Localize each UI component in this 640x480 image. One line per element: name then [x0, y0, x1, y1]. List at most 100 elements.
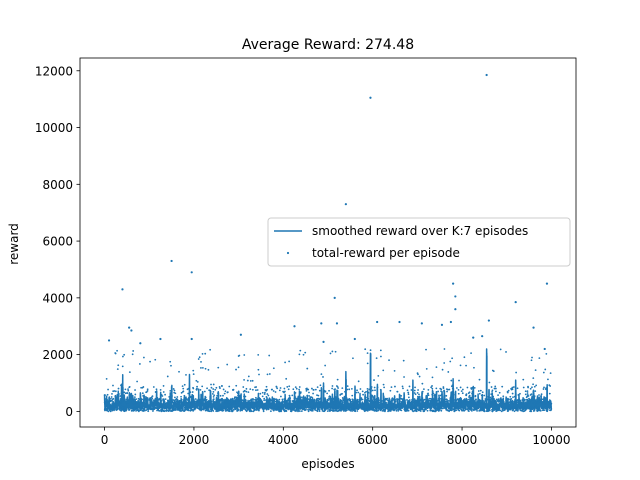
scatter-point	[147, 410, 150, 413]
scatter-point	[308, 394, 310, 397]
scatter-point	[307, 410, 310, 413]
scatter-point	[133, 396, 136, 399]
scatter-point	[138, 363, 141, 365]
scatter-point	[191, 393, 194, 396]
x-tick-label: 10000	[532, 433, 570, 447]
scatter-point	[364, 396, 367, 399]
scatter-point	[299, 391, 302, 394]
scatter-point	[417, 404, 420, 407]
scatter-point	[542, 388, 545, 390]
scatter-point	[257, 368, 260, 371]
scatter-point	[495, 407, 498, 410]
scatter-point	[421, 398, 424, 400]
scatter-point	[312, 406, 315, 409]
scatter-point	[189, 391, 192, 394]
scatter-point	[216, 394, 219, 397]
scatter-point	[255, 386, 258, 388]
scatter-point	[128, 407, 130, 409]
scatter-point	[278, 401, 281, 403]
scatter-point	[320, 399, 322, 401]
scatter-point	[128, 408, 131, 411]
scatter-point	[191, 402, 194, 404]
scatter-point	[530, 405, 533, 408]
scatter-point	[222, 409, 225, 412]
scatter-point	[110, 406, 112, 409]
scatter-point	[335, 402, 338, 405]
scatter-point	[124, 406, 126, 409]
scatter-point	[233, 397, 236, 400]
scatter-point	[458, 400, 461, 403]
scatter-point	[169, 407, 172, 410]
scatter-point	[116, 398, 119, 401]
scatter-point	[547, 378, 549, 381]
scatter-point	[284, 398, 286, 401]
scatter-point	[532, 383, 534, 386]
scatter-point	[237, 366, 240, 369]
scatter-point	[383, 399, 386, 402]
scatter-point	[111, 409, 114, 412]
scatter-point	[351, 394, 354, 397]
scatter-point	[534, 401, 537, 404]
scatter-point	[338, 404, 341, 407]
scatter-point	[261, 395, 264, 398]
scatter-point	[442, 387, 445, 390]
scatter-point	[356, 410, 359, 412]
scatter-point	[524, 393, 527, 396]
scatter-point	[304, 351, 307, 354]
scatter-point	[213, 394, 216, 397]
outlier-point	[128, 326, 131, 329]
scatter-point	[283, 387, 286, 390]
scatter-point	[183, 394, 186, 397]
scatter-point	[485, 407, 488, 409]
scatter-point	[258, 407, 261, 410]
scatter-point	[439, 407, 442, 409]
scatter-point	[272, 409, 275, 412]
scatter-point	[416, 397, 419, 400]
scatter-point	[195, 379, 198, 382]
scatter-point	[417, 399, 420, 402]
scatter-point	[350, 404, 353, 407]
scatter-point	[504, 406, 507, 409]
scatter-point	[323, 402, 326, 404]
scatter-point	[286, 407, 288, 410]
scatter-point	[353, 403, 355, 406]
scatter-point	[447, 388, 449, 391]
scatter-point	[145, 396, 147, 398]
scatter-point	[265, 396, 268, 398]
scatter-point	[322, 385, 325, 388]
scatter-point	[531, 356, 533, 359]
scatter-point	[432, 392, 435, 395]
scatter-point	[458, 409, 461, 412]
scatter-point	[356, 406, 359, 409]
scatter-point	[546, 410, 549, 413]
scatter-point	[373, 400, 376, 403]
scatter-point	[123, 391, 126, 394]
scatter-point	[378, 399, 381, 402]
scatter-point	[409, 408, 412, 411]
scatter-point	[449, 360, 452, 363]
scatter-point	[385, 401, 387, 404]
scatter-point	[451, 408, 453, 411]
scatter-point	[248, 399, 251, 402]
scatter-point	[171, 395, 173, 397]
scatter-point	[421, 408, 424, 411]
scatter-point	[174, 409, 177, 412]
scatter-point	[445, 394, 448, 397]
scatter-point	[510, 398, 513, 400]
scatter-point	[336, 407, 339, 410]
scatter-point	[400, 394, 403, 397]
scatter-point	[152, 410, 154, 412]
scatter-point	[427, 394, 430, 397]
scatter-point	[291, 403, 294, 406]
scatter-point	[448, 410, 450, 413]
scatter-point	[163, 400, 166, 403]
scatter-point	[281, 398, 284, 401]
legend-label-total: total-reward per episode	[312, 246, 460, 260]
scatter-point	[110, 396, 113, 398]
scatter-point	[477, 407, 480, 410]
scatter-point	[505, 351, 507, 353]
scatter-point	[271, 407, 274, 410]
scatter-point	[119, 398, 122, 400]
scatter-point	[167, 399, 170, 402]
